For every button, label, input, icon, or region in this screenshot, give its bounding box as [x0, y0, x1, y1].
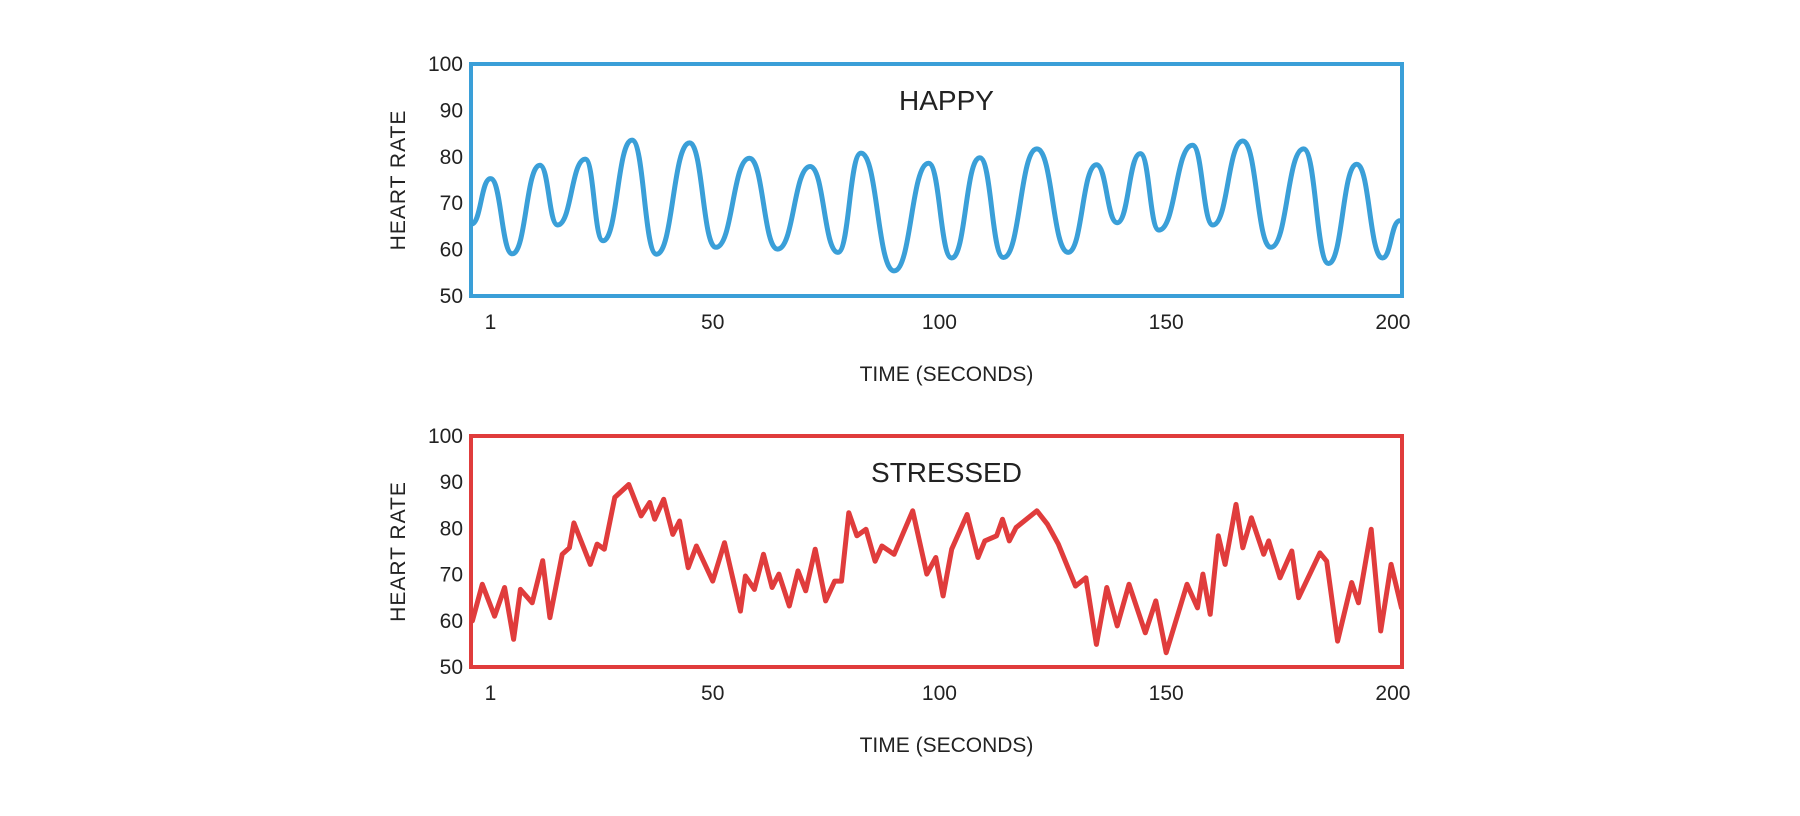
x-tick-label: 1	[485, 311, 497, 334]
y-tick-label: 100	[428, 53, 463, 76]
x-axis-label: TIME (SECONDS)	[860, 734, 1034, 757]
x-tick-label: 200	[1375, 682, 1410, 705]
x-tick-label: 150	[1149, 311, 1184, 334]
y-tick-label: 60	[440, 610, 463, 633]
y-tick-label: 60	[440, 239, 463, 262]
y-tick-label: 70	[440, 564, 463, 587]
x-tick-label: 50	[701, 311, 724, 334]
x-tick-label: 200	[1375, 311, 1410, 334]
x-tick-label: 100	[922, 311, 957, 334]
y-tick-label: 90	[440, 99, 463, 122]
y-tick-label: 50	[440, 285, 463, 308]
plot-frame	[469, 434, 1404, 669]
y-tick-label: 90	[440, 471, 463, 494]
y-tick-label: 50	[440, 656, 463, 679]
plot-frame	[469, 62, 1404, 298]
x-tick-label: 1	[485, 682, 497, 705]
y-tick-label: 80	[440, 517, 463, 540]
y-tick-label: 70	[440, 192, 463, 215]
series-line-happy	[471, 137, 1402, 274]
y-axis-label: HEART RATE	[387, 110, 410, 251]
x-tick-label: 150	[1149, 682, 1184, 705]
y-tick-label: 80	[440, 146, 463, 169]
chart-title: HAPPY	[899, 85, 994, 116]
series-line-stressed	[471, 482, 1402, 656]
y-tick-label: 100	[428, 425, 463, 448]
chart-title: STRESSED	[871, 457, 1022, 488]
x-tick-label: 50	[701, 682, 724, 705]
x-axis-label: TIME (SECONDS)	[860, 363, 1034, 386]
y-axis-label: HEART RATE	[387, 481, 410, 622]
x-tick-label: 100	[922, 682, 957, 705]
